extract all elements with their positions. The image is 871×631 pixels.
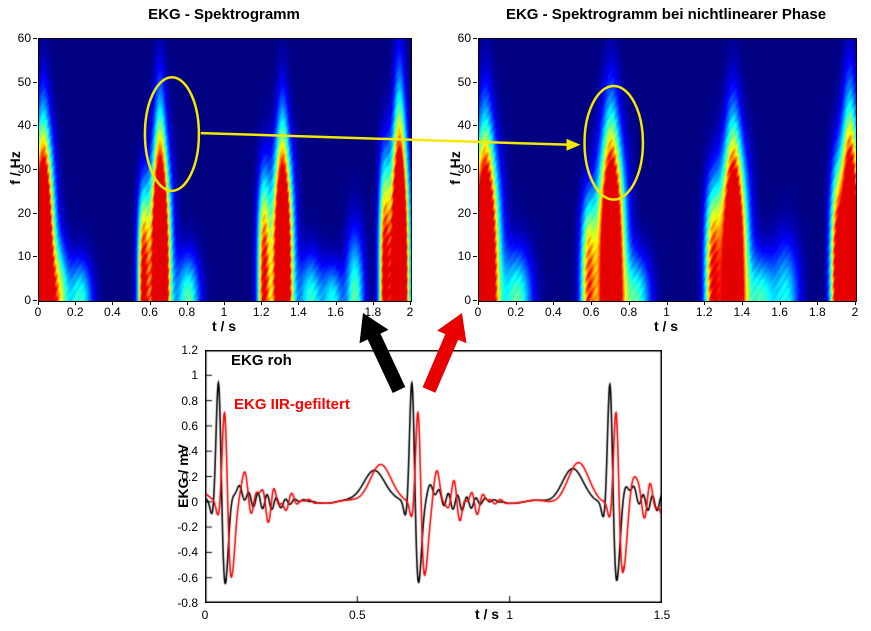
y-tick-label: 0.6	[181, 418, 198, 433]
tick-mark	[33, 169, 37, 170]
tick-mark	[473, 256, 477, 258]
legend-ekg-iir-gefiltert: EKG IIR-gefiltert	[234, 396, 350, 413]
tick-mark	[75, 301, 77, 305]
x-tick-label: 1.8	[364, 305, 382, 319]
y-tick-label: 0	[464, 293, 471, 307]
tick-mark	[473, 81, 477, 83]
x-tick-label: 1.6	[327, 305, 344, 319]
ecg-line-plot	[205, 350, 662, 603]
tick-mark	[372, 301, 374, 305]
tick-mark	[515, 301, 517, 305]
x-tick-label: 1	[663, 305, 670, 319]
tick-mark	[473, 300, 477, 301]
x-tick-label: 0.6	[141, 305, 158, 319]
x-tick-label: 0	[474, 305, 482, 319]
tick-mark	[335, 301, 337, 305]
tick-mark	[473, 125, 477, 127]
x-tick-label: 2	[851, 305, 859, 319]
tick-mark	[666, 301, 668, 305]
y-tick-label: 0.8	[181, 393, 198, 408]
x-tick-label: 1.8	[808, 305, 826, 319]
x-tick-label: 1	[506, 608, 513, 622]
y-tick-label: -0.8	[177, 596, 198, 610]
y-tick-label: 60	[457, 31, 471, 45]
y-tick-label: -0.2	[177, 520, 198, 535]
x-tick-label: 0.8	[178, 305, 196, 319]
x-tick-label: 0.2	[66, 305, 84, 319]
tick-mark	[224, 301, 225, 305]
x-tick-label: 1.4	[290, 305, 307, 319]
x-tick-label: 0.2	[507, 305, 525, 319]
y-tick-label: 10	[457, 249, 471, 264]
tick-mark	[33, 81, 37, 83]
y-tick-label: 50	[457, 74, 471, 89]
tick-mark	[553, 301, 555, 305]
x-tick-label: 1.2	[252, 305, 270, 319]
y-tick-label: 30	[457, 162, 471, 176]
tick-mark	[410, 301, 411, 305]
tick-mark	[591, 301, 593, 305]
x-tick-label: 0	[201, 608, 209, 622]
spectrogram-left-title: EKG - Spektrogramm	[148, 6, 300, 23]
tick-mark	[628, 301, 630, 305]
y-tick-label: 30	[17, 162, 31, 176]
x-tick-label: 0.4	[545, 305, 562, 319]
spectrogram-right-heatmap	[478, 38, 857, 302]
tick-mark	[817, 301, 819, 305]
tick-mark	[33, 212, 37, 214]
y-tick-label: 1	[191, 368, 198, 383]
y-tick-label: 1.2	[181, 343, 198, 357]
tick-mark	[38, 301, 39, 305]
spectrogram-right-title: EKG - Spektrogramm bei nichtlinearer Pha…	[505, 6, 827, 23]
y-tick-label: 0	[191, 494, 198, 509]
tick-mark	[478, 301, 479, 305]
y-tick-label: 40	[17, 118, 31, 133]
x-tick-label: 2	[406, 305, 414, 319]
x-tick-label: 0.6	[582, 305, 600, 319]
y-tick-label: 0.4	[181, 444, 198, 459]
y-tick-label: 20	[17, 205, 31, 220]
y-tick-label: 20	[457, 205, 471, 220]
tick-mark	[33, 125, 37, 127]
tick-mark	[855, 301, 856, 305]
tick-mark	[186, 301, 188, 305]
ecg-xlabel: t / s	[474, 606, 500, 622]
tick-mark	[112, 301, 114, 305]
tick-mark	[473, 169, 477, 170]
tick-mark	[33, 300, 37, 301]
y-tick-label: -0.6	[177, 570, 198, 585]
y-tick-label: -0.4	[177, 545, 198, 560]
legend-ekg-roh: EKG roh	[231, 352, 292, 369]
tick-mark	[33, 256, 37, 258]
tick-mark	[779, 301, 781, 305]
y-tick-label: 10	[17, 249, 31, 264]
y-tick-label: 40	[457, 118, 471, 133]
tick-mark	[149, 301, 151, 305]
x-tick-label: 0.8	[620, 305, 638, 319]
x-tick-label: 0	[34, 305, 42, 319]
y-tick-label: 0	[24, 293, 31, 307]
tick-mark	[261, 301, 263, 305]
tick-mark	[33, 38, 37, 39]
x-tick-label: 0.4	[104, 305, 121, 319]
y-tick-label: 50	[17, 74, 31, 89]
tick-mark	[704, 301, 706, 305]
tick-mark	[298, 301, 300, 305]
x-tick-label: 0.5	[348, 608, 366, 622]
tick-mark	[473, 212, 477, 214]
x-tick-label: 1	[220, 305, 228, 319]
x-tick-label: 1.4	[733, 305, 751, 319]
tick-mark	[741, 301, 743, 305]
x-tick-label: 1.5	[653, 608, 671, 622]
spectrogram-left-xlabel: t / s	[211, 318, 237, 334]
y-tick-label: 60	[17, 31, 31, 45]
tick-mark	[473, 38, 477, 39]
x-tick-label: 1.6	[771, 305, 788, 319]
x-tick-label: 1.2	[695, 305, 713, 319]
spectrogram-left-heatmap	[38, 38, 412, 302]
y-tick-label: 0.2	[181, 469, 198, 484]
spectrogram-right-xlabel: t / s	[653, 318, 679, 334]
